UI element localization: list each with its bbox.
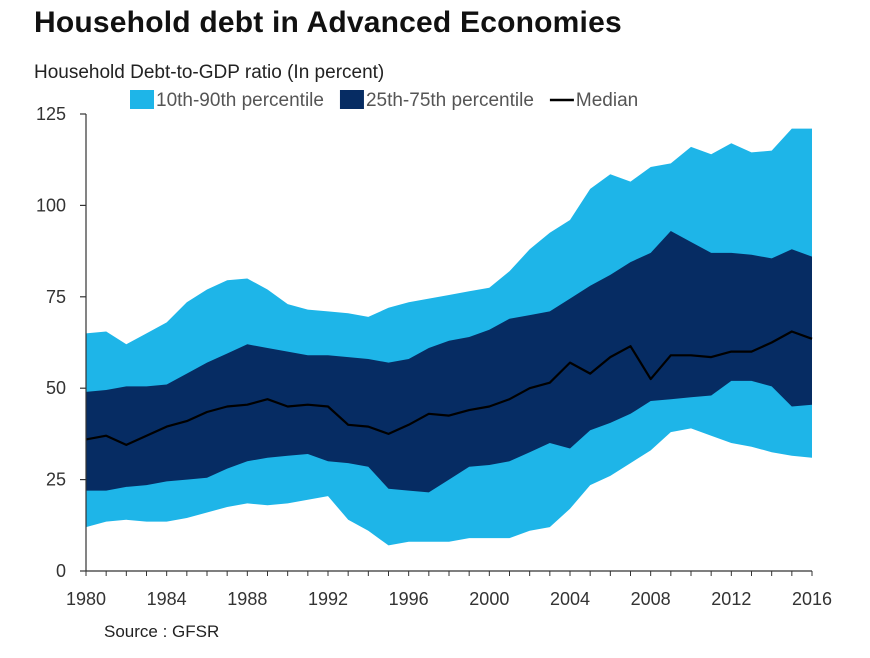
y-tick-label: 50 <box>46 378 66 398</box>
chart-subtitle: Household Debt-to-GDP ratio (In percent) <box>34 62 385 83</box>
legend-swatch <box>130 90 154 109</box>
x-tick-label: 1988 <box>227 589 267 609</box>
legend: 10th-90th percentile 25th-75th percentile… <box>130 90 638 111</box>
x-tick-label: 1992 <box>308 589 348 609</box>
y-tick-label: 75 <box>46 287 66 307</box>
median-line <box>85 330 813 446</box>
chart-axes: 0 25 50 75 100 125 1980 1984 1988 1992 1996 2000 200… <box>36 104 832 609</box>
legend-label: 10th-90th percentile <box>156 90 324 111</box>
y-tick-label: 25 <box>46 470 66 490</box>
chart-bands <box>86 128 812 546</box>
legend-swatch <box>339 90 364 109</box>
y-tick-label: 0 <box>56 561 66 581</box>
y-tick-label: 100 <box>36 195 66 215</box>
x-tick-label: 2000 <box>469 589 509 609</box>
x-tick-label: 1984 <box>147 589 187 609</box>
y-tick-label: 125 <box>36 104 66 124</box>
x-tick-label: 1996 <box>389 589 429 609</box>
band-p25-p75 <box>86 231 812 493</box>
legend-label: 25th-75th percentile <box>366 90 534 111</box>
x-tick-label: 2004 <box>550 589 590 609</box>
x-tick-label: 2016 <box>792 589 832 609</box>
legend-label: Median <box>576 90 638 111</box>
chart-median <box>85 330 813 446</box>
source-note: Source : GFSR <box>104 622 220 641</box>
x-tick-label: 2012 <box>711 589 751 609</box>
x-tick-label: 2008 <box>631 589 671 609</box>
x-tick-label: 1980 <box>66 589 106 609</box>
chart-title: Household debt in Advanced Economies <box>34 6 622 39</box>
